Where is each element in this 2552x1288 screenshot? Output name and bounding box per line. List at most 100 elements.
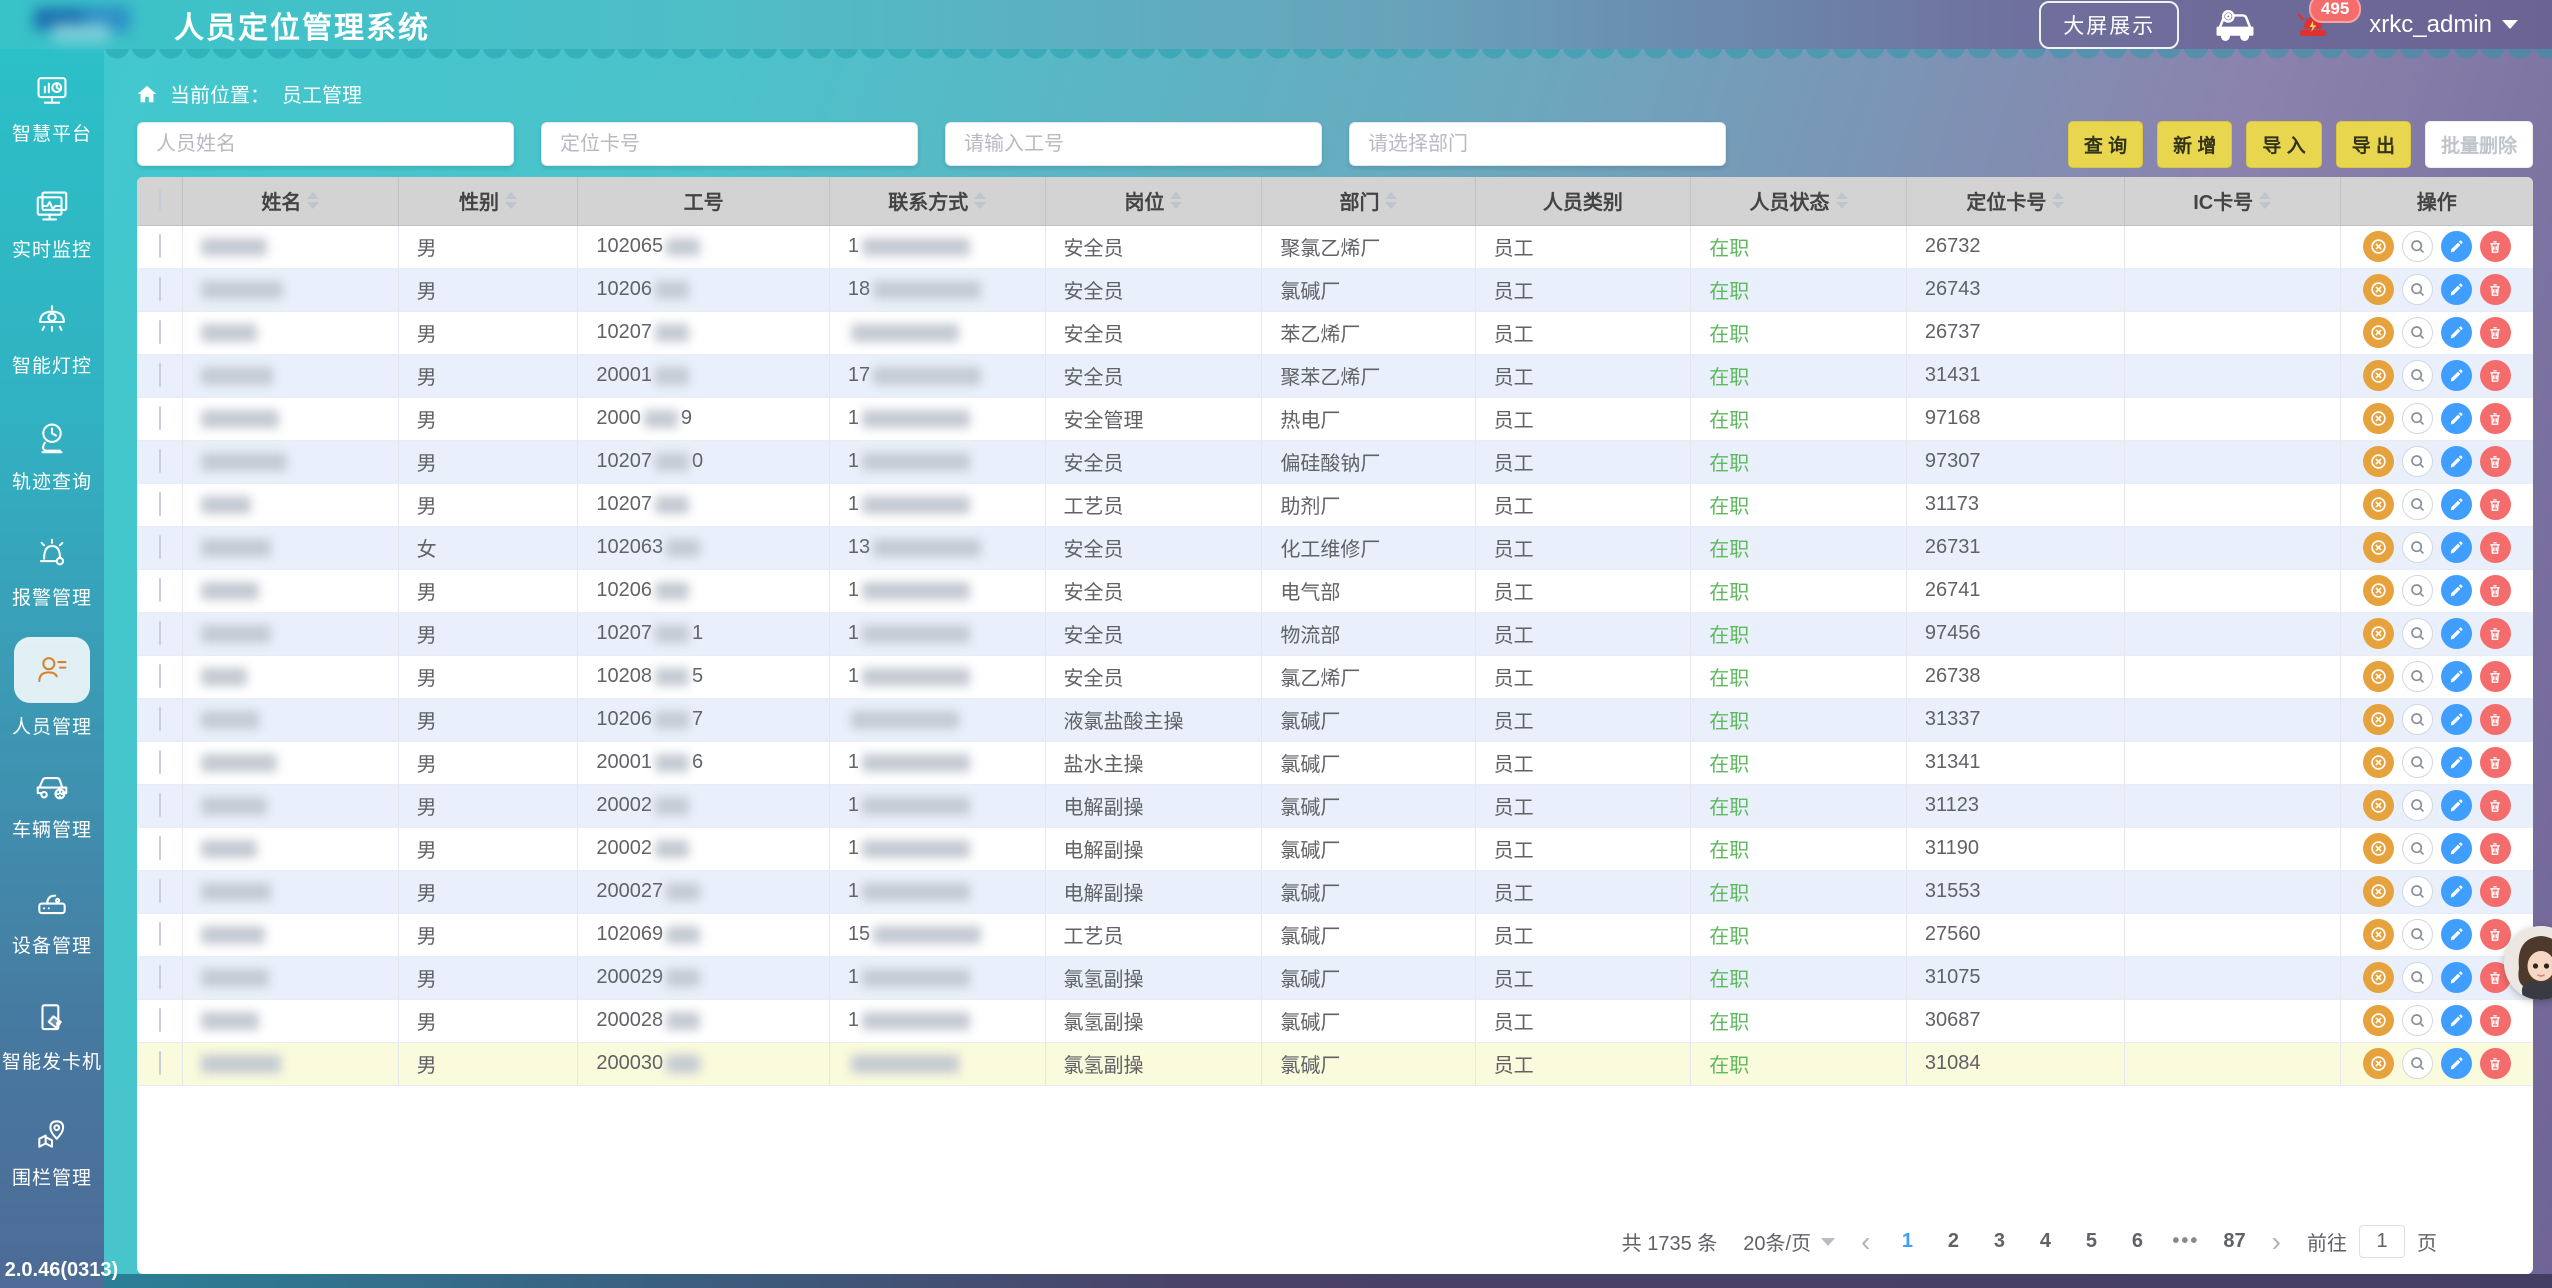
sort-carets-icon[interactable] [1385, 192, 1398, 210]
column-header[interactable]: 岗位 [1045, 177, 1263, 226]
row-checkbox[interactable] [158, 1051, 161, 1075]
card-action-button[interactable] [2362, 790, 2394, 821]
row-checkbox[interactable] [158, 1008, 161, 1032]
view-button[interactable] [2401, 962, 2433, 993]
row-checkbox[interactable] [158, 793, 161, 817]
delete-button[interactable] [2479, 919, 2511, 950]
card-action-button[interactable] [2362, 317, 2394, 348]
page-button[interactable]: 6 [2131, 1230, 2143, 1252]
sort-carets-icon[interactable] [974, 192, 987, 210]
sidebar-item-6[interactable]: 车辆管理 [0, 747, 104, 861]
sort-carets-icon[interactable] [1170, 192, 1183, 210]
row-checkbox[interactable] [158, 922, 161, 946]
row-checkbox[interactable] [158, 879, 161, 903]
goto-page-input[interactable]: 1 [2359, 1225, 2405, 1258]
export-button[interactable]: 导 出 [2335, 120, 2411, 168]
row-checkbox[interactable] [158, 363, 161, 387]
add-button[interactable]: 新 增 [2157, 120, 2233, 168]
view-button[interactable] [2401, 1048, 2433, 1079]
row-checkbox[interactable] [158, 836, 161, 860]
sort-carets-icon[interactable] [504, 192, 517, 210]
delete-button[interactable] [2479, 575, 2511, 606]
big-screen-button[interactable]: 大屏展示 [2039, 0, 2180, 49]
row-checkbox[interactable] [158, 277, 161, 301]
sort-carets-icon[interactable] [2259, 192, 2272, 210]
more-pages-button[interactable]: ••• [2172, 1230, 2200, 1252]
delete-button[interactable] [2479, 1005, 2511, 1036]
edit-button[interactable] [2440, 575, 2472, 606]
card-action-button[interactable] [2362, 833, 2394, 864]
view-button[interactable] [2401, 876, 2433, 907]
edit-button[interactable] [2440, 446, 2472, 477]
delete-button[interactable] [2479, 403, 2511, 434]
edit-button[interactable] [2440, 1048, 2472, 1079]
view-button[interactable] [2401, 704, 2433, 735]
row-checkbox[interactable] [158, 234, 161, 258]
page-button[interactable]: 3 [1993, 1230, 2005, 1252]
delete-button[interactable] [2479, 661, 2511, 692]
select-all-checkbox[interactable] [158, 188, 161, 213]
card-action-button[interactable] [2362, 962, 2394, 993]
sidebar-item-3[interactable]: 轨迹查询 [0, 399, 104, 513]
edit-button[interactable] [2440, 747, 2472, 778]
sidebar-item-2[interactable]: 智能灯控 [0, 283, 104, 397]
edit-button[interactable] [2440, 317, 2472, 348]
edit-button[interactable] [2440, 919, 2472, 950]
view-button[interactable] [2401, 919, 2433, 950]
page-button[interactable]: 2 [1947, 1230, 1959, 1252]
sidebar-item-7[interactable]: 设备管理 [0, 863, 104, 977]
view-button[interactable] [2401, 231, 2433, 262]
view-button[interactable] [2401, 403, 2433, 434]
edit-button[interactable] [2440, 790, 2472, 821]
edit-button[interactable] [2440, 274, 2472, 305]
row-checkbox[interactable] [158, 707, 161, 731]
edit-button[interactable] [2440, 876, 2472, 907]
edit-button[interactable] [2440, 833, 2472, 864]
column-header[interactable]: 性别 [398, 177, 579, 226]
row-checkbox[interactable] [158, 535, 161, 559]
employee-no-input[interactable] [945, 122, 1322, 166]
edit-button[interactable] [2440, 489, 2472, 520]
view-button[interactable] [2401, 360, 2433, 391]
card-action-button[interactable] [2362, 403, 2394, 434]
delete-button[interactable] [2479, 274, 2511, 305]
view-button[interactable] [2401, 618, 2433, 649]
alarm-notification-icon[interactable]: 495 [2291, 0, 2362, 43]
view-button[interactable] [2401, 446, 2433, 477]
card-action-button[interactable] [2362, 618, 2394, 649]
column-header[interactable]: 定位卡号 [1906, 177, 2125, 226]
row-checkbox[interactable] [158, 621, 161, 645]
view-button[interactable] [2401, 661, 2433, 692]
edit-button[interactable] [2440, 1005, 2472, 1036]
card-action-button[interactable] [2362, 489, 2394, 520]
row-checkbox[interactable] [158, 578, 161, 602]
sort-carets-icon[interactable] [307, 192, 320, 210]
card-action-button[interactable] [2362, 876, 2394, 907]
delete-button[interactable] [2479, 317, 2511, 348]
delete-button[interactable] [2479, 747, 2511, 778]
edit-button[interactable] [2440, 360, 2472, 391]
card-action-button[interactable] [2362, 704, 2394, 735]
row-checkbox[interactable] [158, 664, 161, 688]
edit-button[interactable] [2440, 231, 2472, 262]
delete-button[interactable] [2479, 1048, 2511, 1079]
delete-button[interactable] [2479, 833, 2511, 864]
view-button[interactable] [2401, 1005, 2433, 1036]
locator-card-input[interactable] [541, 122, 918, 166]
card-action-button[interactable] [2362, 360, 2394, 391]
view-button[interactable] [2401, 575, 2433, 606]
import-button[interactable]: 导 入 [2246, 120, 2322, 168]
row-checkbox[interactable] [158, 965, 161, 989]
page-size-select[interactable]: 20条/页 [1743, 1227, 1836, 1256]
delete-button[interactable] [2479, 231, 2511, 262]
vehicle-monitor-icon[interactable] [2213, 7, 2257, 43]
view-button[interactable] [2401, 790, 2433, 821]
page-button[interactable]: 87 [2223, 1230, 2246, 1252]
edit-button[interactable] [2440, 618, 2472, 649]
card-action-button[interactable] [2362, 575, 2394, 606]
edit-button[interactable] [2440, 403, 2472, 434]
edit-button[interactable] [2440, 661, 2472, 692]
row-checkbox[interactable] [158, 320, 161, 344]
delete-button[interactable] [2479, 532, 2511, 563]
view-button[interactable] [2401, 317, 2433, 348]
